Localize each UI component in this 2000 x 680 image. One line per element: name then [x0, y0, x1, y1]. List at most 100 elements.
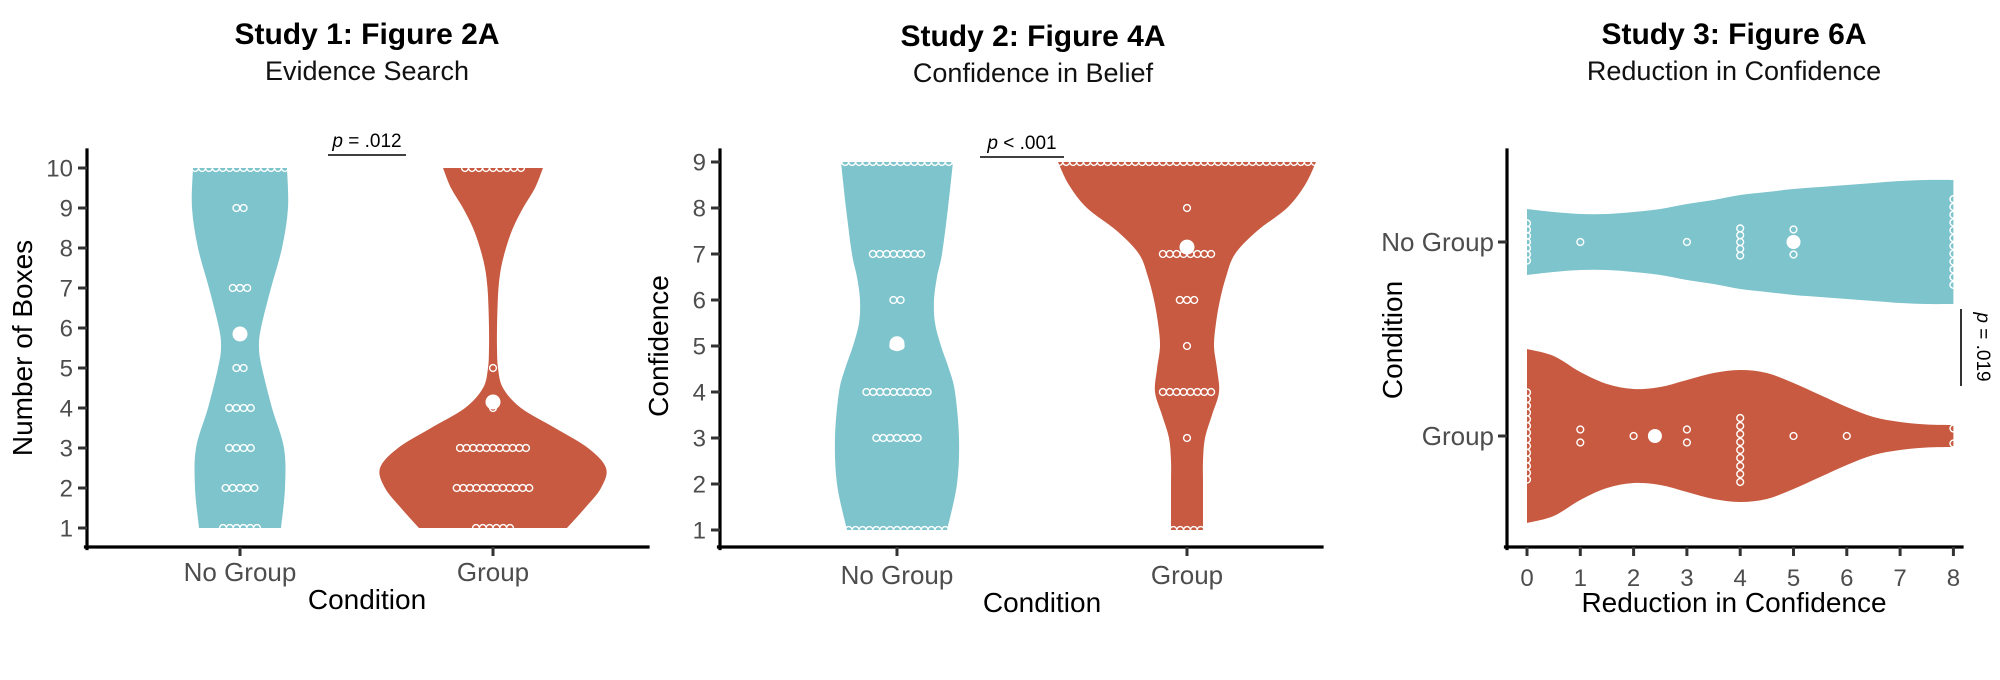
jitter-dot	[252, 523, 262, 533]
panel-2-plot: 1 2 3 4 5 6 7 8 9 No Group Group	[693, 148, 1324, 590]
jitter-dot	[246, 403, 255, 413]
axis-tick-label: 1	[1574, 565, 1587, 592]
jitter-dot	[1949, 226, 1958, 235]
axis-tick-label: 5	[1787, 565, 1800, 592]
category-label: No Group	[1381, 227, 1494, 257]
axis-tick-label: 5	[60, 356, 73, 383]
jitter-dot	[1629, 431, 1638, 441]
jitter-dot	[1949, 241, 1958, 251]
jitter-dot	[1207, 249, 1216, 259]
jitter-dot	[239, 363, 248, 373]
jitter-dot	[1842, 431, 1851, 441]
category-label: No Group	[841, 560, 954, 590]
category-label: Group	[1151, 560, 1223, 590]
p-value-text: = .012	[343, 131, 402, 152]
jitter-dot	[1576, 425, 1585, 434]
jitter-dot	[1182, 433, 1192, 443]
jitter-dot	[1576, 237, 1585, 247]
panel-1-y-axis-label: Number of Boxes	[7, 240, 38, 456]
jitter-dot	[243, 283, 252, 293]
panel-3-text: Study 3: Figure 6A Reduction in Confiden…	[1377, 18, 1993, 618]
panel-2-y-axis-label: Confidence	[643, 275, 674, 417]
axis-tick-label: 3	[60, 436, 73, 463]
jitter-dot	[488, 363, 498, 373]
jitter-dot	[1522, 475, 1532, 484]
jitter-dot	[1736, 453, 1745, 463]
jitter-dot	[1736, 413, 1745, 423]
violin-no-group	[1527, 179, 1954, 305]
panel-1-plot: 1 2 3 4 5 6 7 8 9 10 No Group Group	[46, 148, 650, 587]
mean-dot	[232, 326, 248, 342]
jitter-dot	[951, 157, 960, 167]
p-value-text: < .001	[998, 133, 1057, 154]
axis-tick-label: 8	[1947, 565, 1960, 592]
jitter-dot	[1736, 477, 1745, 487]
jitter-dot	[1190, 295, 1199, 305]
axis-tick-label: 7	[1893, 565, 1906, 592]
axis-tick-label: 8	[60, 236, 73, 263]
jitter-dot	[250, 483, 259, 493]
panel-1-subtitle: Evidence Search	[265, 56, 469, 86]
violin-group	[1058, 162, 1316, 530]
jitter-dot	[1182, 203, 1192, 213]
mean-dot	[485, 394, 501, 410]
jitter-dot	[1949, 195, 1958, 204]
jitter-dot	[958, 157, 967, 167]
jitter-dot	[280, 163, 289, 173]
panel-3-plot: 0 1 2 3 4 5 6 7 8 No Group Group	[1381, 148, 1964, 592]
violin-no-group	[191, 168, 289, 528]
panel-2-text: Study 2: Figure 4A Confidence in Belief …	[643, 20, 1166, 618]
jitter-dot	[827, 157, 836, 167]
jitter-dot	[896, 295, 905, 305]
jitter-dot	[1949, 439, 1958, 448]
axis-tick-label: 6	[1840, 565, 1853, 592]
axis-tick-label: 6	[693, 288, 706, 315]
jitter-dot	[1736, 445, 1745, 455]
p-symbol: p	[986, 133, 998, 154]
jitter-dot	[246, 443, 255, 453]
panel-3-title: Study 3: Figure 6A	[1601, 18, 1866, 51]
jitter-dot	[834, 157, 843, 167]
p-symbol: p	[1972, 311, 1993, 323]
axis-tick-label: 4	[60, 396, 73, 423]
panel-1-text: Study 1: Figure 2A Evidence Search Condi…	[7, 18, 500, 615]
axis-tick-label: 3	[1680, 565, 1693, 592]
jitter-dot	[1949, 273, 1958, 282]
jitter-dot	[913, 433, 922, 443]
panel-2-title: Study 2: Figure 4A	[900, 20, 1165, 53]
mean-dot	[1647, 429, 1662, 443]
violin-group	[379, 168, 607, 528]
axis-tick-label: 2	[693, 472, 706, 499]
panel-3-x-axis-label: Reduction in Confidence	[1581, 587, 1886, 618]
axis-tick-label: 5	[693, 334, 706, 361]
category-label: No Group	[184, 557, 297, 587]
jitter-dot	[941, 525, 950, 535]
panel-3-y-axis-label: Condition	[1377, 281, 1408, 399]
jitter-dot	[1736, 429, 1745, 439]
category-label: Group	[1422, 421, 1494, 451]
jitter-dot	[1196, 525, 1205, 535]
jitter-dot	[917, 249, 926, 259]
panel-2-p-value: p < .001	[986, 133, 1056, 154]
axis-tick-label: 3	[693, 426, 706, 453]
panel-2-x-axis-label: Condition	[983, 587, 1101, 618]
axis-tick-label: 1	[693, 518, 706, 545]
axis-tick-label: 8	[693, 196, 706, 223]
panel-1-title: Study 1: Figure 2A	[234, 18, 499, 51]
jitter-dot	[1736, 461, 1745, 471]
axis-tick-label: 0	[1520, 565, 1533, 592]
jitter-dot	[1949, 202, 1958, 212]
jitter-dot	[1949, 249, 1958, 258]
axis-tick-label: 10	[46, 156, 73, 183]
p-value-text: = .019	[1972, 323, 1993, 382]
axis-tick-label: 2	[60, 476, 73, 503]
jitter-dot	[1789, 225, 1798, 234]
jitter-dot	[1949, 210, 1958, 219]
jitter-dot	[1576, 438, 1585, 447]
mean-dot	[889, 336, 905, 352]
axis-tick-label: 2	[1627, 565, 1640, 592]
jitter-dot	[525, 483, 534, 493]
axis-tick-label: 4	[1734, 565, 1747, 592]
